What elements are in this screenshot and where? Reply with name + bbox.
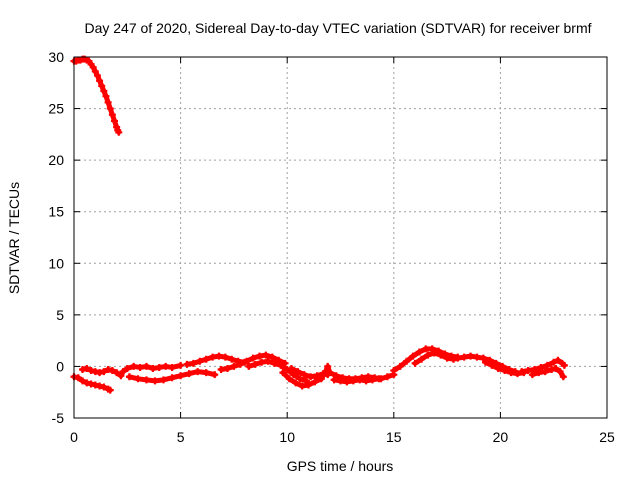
y-tick-label: -5 bbox=[52, 410, 65, 426]
data-trail bbox=[369, 376, 382, 383]
data-trail bbox=[559, 360, 567, 368]
tick-labels: 0 5 10 15 20 25 -5 0 5 10 15 20 25 30 bbox=[48, 49, 615, 445]
axis-ticks bbox=[73, 56, 608, 419]
x-tick-label: 10 bbox=[279, 429, 295, 445]
data-trail bbox=[297, 376, 309, 384]
plot-frame bbox=[73, 56, 608, 419]
y-tick-label: 15 bbox=[48, 204, 64, 220]
x-tick-label: 0 bbox=[70, 429, 78, 445]
x-tick-label: 15 bbox=[386, 429, 402, 445]
data-trail bbox=[169, 362, 184, 370]
y-tick-label: 10 bbox=[48, 255, 64, 271]
data-trail bbox=[557, 369, 566, 380]
chart-title: Day 247 of 2020, Sidereal Day-to-day VTE… bbox=[84, 20, 591, 36]
y-tick-label: 30 bbox=[48, 49, 64, 65]
y-tick-label: 25 bbox=[48, 101, 64, 117]
x-tick-label: 20 bbox=[493, 429, 509, 445]
grid-lines bbox=[74, 57, 607, 418]
data-points bbox=[70, 55, 568, 394]
data-trail bbox=[276, 357, 288, 366]
data-trail bbox=[203, 370, 218, 378]
x-tick-label: 5 bbox=[177, 429, 185, 445]
data-trail bbox=[384, 372, 397, 380]
data-trail bbox=[115, 127, 122, 135]
y-tick-label: 5 bbox=[56, 307, 64, 323]
y-axis-label: SDTVAR / TECUs bbox=[6, 182, 22, 294]
y-tick-label: 20 bbox=[48, 152, 64, 168]
x-axis-label: GPS time / hours bbox=[287, 458, 394, 474]
y-tick-label: 0 bbox=[56, 358, 64, 374]
x-tick-label: 25 bbox=[599, 429, 615, 445]
data-trail bbox=[105, 386, 113, 393]
